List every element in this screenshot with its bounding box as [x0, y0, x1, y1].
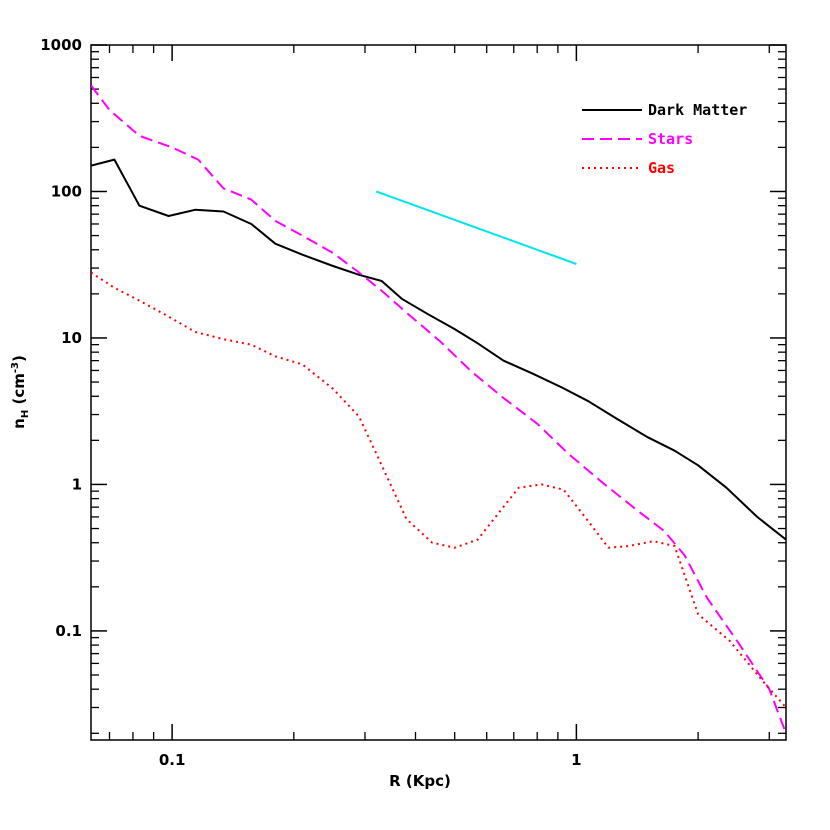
legend-label: Dark Matter: [648, 101, 747, 119]
minor-ticks: [91, 45, 786, 740]
x-axis-label: R (Kpc): [389, 772, 451, 790]
series-layer: [91, 84, 786, 734]
slope-reference-line: [375, 190, 577, 265]
y-axis-label-unit: (cm: [10, 373, 28, 410]
series-gas: [91, 271, 786, 709]
x-tick-label: 0.1: [159, 751, 186, 769]
y-tick-label: 10: [61, 329, 82, 347]
series-dark-matter: [91, 158, 786, 541]
y-tick-label: 100: [51, 182, 82, 200]
legend: Dark Matter Stars Gas: [582, 101, 747, 177]
y-tick-label: 1000: [40, 36, 82, 54]
y-axis-label: nH (cm-3): [10, 355, 31, 429]
major-ticks: 0.1 1 0.1 1 10 100 1000: [40, 36, 786, 769]
y-tick-label: 0.1: [55, 622, 82, 640]
legend-label: Stars: [648, 130, 693, 148]
y-axis-label-superscript: -3: [10, 362, 21, 373]
x-tick-label: 1: [571, 751, 581, 769]
plot-frame: [90, 44, 787, 741]
legend-label: Gas: [648, 159, 675, 177]
series-stars: [91, 84, 786, 734]
y-axis-label-subscript: H: [20, 410, 31, 418]
y-axis-label-main: n: [10, 418, 28, 429]
y-axis-label-close: ): [10, 355, 28, 362]
y-tick-label: 1: [72, 475, 82, 493]
